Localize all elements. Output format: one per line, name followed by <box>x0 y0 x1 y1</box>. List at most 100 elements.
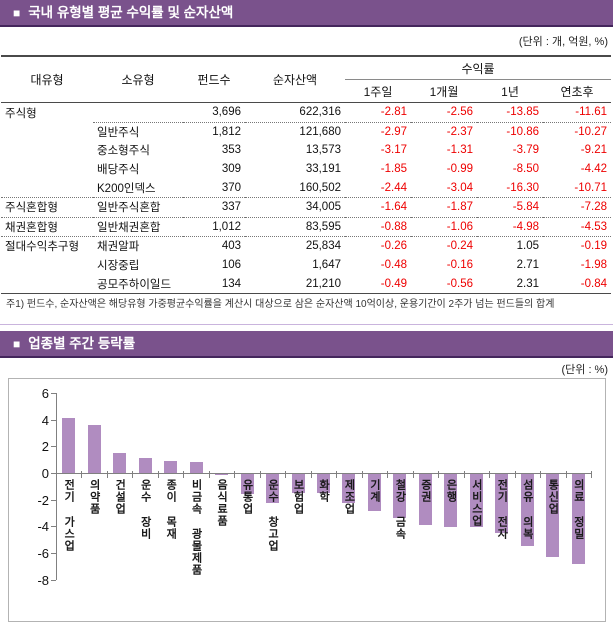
chart-bar <box>469 474 483 528</box>
axis-tick <box>259 471 261 478</box>
header-group-type: 대유형 <box>1 56 93 103</box>
return-cell: -3.79 <box>512 144 539 157</box>
sub-cell: 시장중립 <box>97 260 140 273</box>
axis-tick <box>51 419 56 421</box>
axis-tick <box>51 473 56 474</box>
return-cell: -7.28 <box>543 197 611 218</box>
funds-cell: 3,696 <box>183 102 245 123</box>
chart-bar <box>240 474 254 495</box>
funds-cell: 337 <box>183 197 245 218</box>
return-cell: -2.44 <box>345 178 411 198</box>
fund-table-body: 주식형 3,696 622,316 -2.81 -2.56 -13.85 -11.61 일반주… <box>1 102 611 294</box>
chart-bar <box>393 474 407 519</box>
group-cell <box>1 274 93 293</box>
sub-cell: 일반주식 <box>97 126 140 139</box>
chart-bar-label: 화학 <box>317 479 330 503</box>
section2-title: 업종별 주간 등락률 <box>28 336 136 351</box>
chart-bar-label: 증권 <box>419 479 432 503</box>
x-axis-line <box>56 473 591 474</box>
axis-tick <box>51 499 56 501</box>
table-row: 절대수익추구형 채권알파 403 25,834 -0.26 -0.24 1.05 -0.19 <box>1 237 611 256</box>
group-cell: 절대수익추구형 <box>5 241 80 254</box>
return-cell: -1.85 <box>380 163 407 176</box>
section1-title: 국내 유형별 평균 수익률 및 순자산액 <box>28 5 234 20</box>
return-cell: -10.86 <box>506 125 539 138</box>
return-cell: -5.84 <box>477 197 543 218</box>
chart-bar-label: 전기 가스업 <box>62 479 75 552</box>
table-row: 주식형 3,696 622,316 -2.81 -2.56 -13.85 -11.61 <box>1 102 611 123</box>
return-cell: -1.06 <box>411 217 477 238</box>
section1-header: ■ 국내 유형별 평균 수익률 및 순자산액 <box>0 0 613 27</box>
chart-bar-label: 종이 목재 <box>164 479 177 540</box>
assets-cell: 121,680 <box>299 125 341 138</box>
bullet-square-icon: ■ <box>13 6 21 20</box>
return-cell: 1.05 <box>516 240 539 253</box>
chart-bar <box>317 474 330 493</box>
chart-bar <box>520 474 534 547</box>
axis-tick <box>540 471 542 478</box>
axis-tick <box>336 471 338 478</box>
chart-bar-label: 서비스업 <box>470 479 483 527</box>
group-cell <box>1 122 93 141</box>
chart-bar <box>266 474 280 504</box>
return-cell: -3.04 <box>411 178 477 198</box>
group-cell <box>1 256 93 275</box>
chart-bar <box>444 474 458 528</box>
chart-bar-label: 철강 금속 <box>393 479 406 540</box>
return-cell: -2.56 <box>411 102 477 123</box>
return-cell: -10.27 <box>574 125 607 138</box>
sub-cell <box>93 102 183 123</box>
assets-cell: 83,595 <box>245 217 345 238</box>
return-cell: -9.21 <box>580 144 607 157</box>
header-return-1year: 1년 <box>477 79 543 103</box>
axis-tick <box>51 446 56 448</box>
funds-cell: 134 <box>221 277 241 290</box>
chart-bar <box>215 474 229 476</box>
table-row: K200인덱스 370 160,502 -2.44 -3.04 -16.30 -10.71 <box>1 178 611 198</box>
axis-tick <box>438 471 440 478</box>
group-cell <box>1 178 93 198</box>
assets-cell: 33,191 <box>305 163 341 176</box>
assets-cell: 1,647 <box>312 259 341 272</box>
chart-bar <box>367 474 381 512</box>
chart-bar-label: 보험업 <box>292 479 305 515</box>
axis-tick <box>51 553 56 555</box>
header-return-1week: 1주일 <box>345 79 411 103</box>
sector-chart-plot: 6 4 2 0 -2 -4 -6 -8 전기 가스업 의약품 건설업 운수 장비 종이 목재 비금속 광물… <box>9 379 605 621</box>
header-net-assets: 순자산액 <box>245 56 345 103</box>
chart-bar-label: 은행 <box>444 479 457 503</box>
axis-tick <box>51 579 56 581</box>
header-return-1month: 1개월 <box>411 79 477 103</box>
chart-bar <box>495 474 509 533</box>
chart-bar-label: 전기 전자 <box>495 479 508 540</box>
return-cell: -3.17 <box>380 144 407 157</box>
return-cell: -0.48 <box>380 259 407 272</box>
axis-tick <box>463 471 465 478</box>
sub-cell: 채권알파 <box>97 241 140 254</box>
chart-bar-label: 제조업 <box>342 479 355 515</box>
y-tick-label: 2 <box>41 439 49 455</box>
chart-bar-label: 건설업 <box>113 479 126 515</box>
return-cell: -0.56 <box>446 277 473 290</box>
chart-bar-label: 섬유 의복 <box>521 479 534 540</box>
chart-bar-label: 유통업 <box>241 479 254 515</box>
section1-unit-label: (단위 : 개, 억원, %) <box>518 36 608 48</box>
y-axis-line <box>56 392 57 580</box>
chart-bar <box>571 474 585 564</box>
chart-bar <box>418 474 432 525</box>
return-cell: -0.99 <box>446 163 473 176</box>
footnote: 주1) 펀드수, 순자산액은 해당유형 가중평균수익률을 계산시 대상으로 삼은… <box>6 299 555 310</box>
y-tick-label: -4 <box>37 519 49 535</box>
chart-bar <box>189 462 203 473</box>
chart-bar-label: 음식료품 <box>215 479 228 527</box>
table-row: 일반주식 1,812 121,680 -2.97 -2.37 -10.86 -10.27 <box>1 122 611 141</box>
fund-table-subheader-row: 1주일 1개월 1년 연초후 <box>1 79 611 103</box>
header-returns: 수익률 <box>345 56 611 80</box>
y-tick-label: -6 <box>37 546 49 562</box>
chart-bar <box>291 474 305 493</box>
group-cell: 주식혼합형 <box>1 197 93 218</box>
y-tick-label: 4 <box>41 412 49 428</box>
table-row: 배당주식 309 33,191 -1.85 -0.99 -8.50 -4.42 <box>1 160 611 179</box>
sub-cell: 일반주식혼합 <box>93 197 183 218</box>
axis-tick <box>591 471 592 478</box>
